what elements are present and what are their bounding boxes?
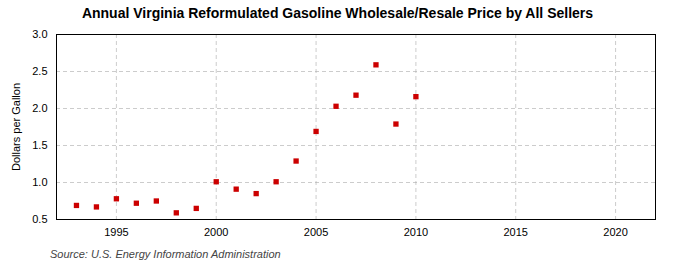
svg-text:1.0: 1.0 [32, 176, 47, 188]
svg-text:Dollars per Gallon: Dollars per Gallon [10, 83, 22, 171]
svg-text:2.0: 2.0 [32, 102, 47, 114]
html-text:Annual Virginia Reformulated G: Annual Virginia Reformulated Gasoline Wh… [81, 5, 594, 21]
svg-text:2010: 2010 [404, 226, 428, 238]
svg-text:2000: 2000 [204, 226, 228, 238]
svg-text:3.0: 3.0 [32, 28, 47, 40]
svg-text:1.5: 1.5 [32, 139, 47, 151]
svg-text:1995: 1995 [104, 226, 128, 238]
html-text:Source: U.S. Energy Informatio: Source: U.S. Energy Information Administ… [50, 248, 281, 260]
svg-text:2015: 2015 [503, 226, 527, 238]
svg-text:2.5: 2.5 [32, 65, 47, 77]
svg-text:2005: 2005 [304, 226, 328, 238]
svg-text:0.5: 0.5 [32, 213, 47, 225]
svg-text:2020: 2020 [603, 226, 627, 238]
